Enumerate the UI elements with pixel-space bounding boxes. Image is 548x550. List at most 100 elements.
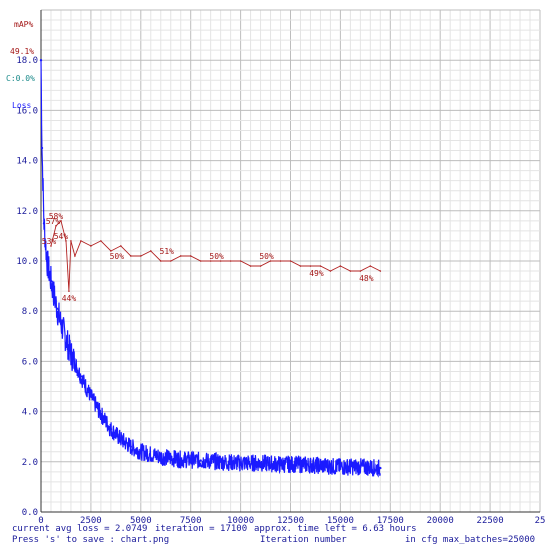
loss-point [49, 279, 53, 283]
save-hint: Press 's' to save : chart.png [12, 535, 170, 545]
map-point [309, 265, 312, 267]
y-tick-label: 14.0 [16, 157, 38, 167]
map-point [65, 240, 67, 242]
loss-series [39, 59, 382, 478]
loss-point [259, 461, 262, 465]
map-point-label: 53% [42, 237, 57, 246]
x-tick-label: 20000 [427, 516, 454, 526]
x-tick-label: 0 [38, 516, 43, 526]
map-point [120, 245, 122, 247]
loss-point [45, 259, 49, 263]
loss-point [89, 395, 93, 398]
y-tick-label: 12.0 [16, 207, 38, 217]
loss-point [99, 412, 103, 416]
map-point [279, 260, 282, 262]
map-point [199, 260, 202, 262]
loss-point [139, 450, 142, 453]
map-point [179, 255, 182, 257]
current-avg-loss: current avg loss = 2.0749 [12, 524, 148, 534]
y-tick-label: 4.0 [22, 408, 38, 418]
map-point [229, 260, 232, 262]
max-batches: in cfg max_batches=25000 [405, 535, 536, 545]
y-tick-label: 8.0 [22, 307, 38, 317]
map-point [130, 255, 132, 257]
y-tick-label: 6.0 [22, 357, 38, 367]
map-point [140, 255, 142, 257]
loss-point [40, 146, 44, 150]
legend: mAP% 49.1% C:0.0% Loss [6, 2, 35, 119]
x-tick-label: 7500 [180, 516, 202, 526]
map-point [239, 260, 242, 262]
loss-point [279, 463, 282, 466]
map-point-label: 44% [62, 294, 77, 303]
legend-map-value: 49.1% [10, 47, 35, 56]
loss-point [199, 459, 202, 462]
x-tick-label: 12500 [277, 516, 304, 526]
map-point [329, 270, 332, 272]
y-tick-label: 2.0 [22, 458, 38, 468]
map-point [149, 250, 152, 252]
loss-point [109, 427, 113, 431]
loss-point [79, 375, 83, 378]
map-point [369, 265, 372, 267]
x-axis-title: Iteration number [260, 535, 347, 545]
x-tick-label: 2500 [80, 516, 102, 526]
legend-class-label: C:0.0% [6, 74, 35, 83]
legend-loss-label: Loss [12, 101, 32, 110]
legend-map-label: mAP% [14, 20, 34, 29]
map-point [259, 265, 262, 267]
loss-point [159, 455, 162, 458]
map-point-label: 48% [359, 274, 374, 283]
map-point [269, 260, 272, 262]
map-point-label: 54% [54, 232, 69, 241]
x-tick-label: 15000 [327, 516, 354, 526]
loss-point [179, 458, 182, 461]
map-point [70, 240, 72, 242]
map-point [50, 245, 52, 247]
loss-point [55, 307, 59, 310]
map-point [339, 265, 342, 267]
map-point-label: 50% [259, 252, 274, 261]
map-point [169, 260, 172, 262]
map-series [50, 219, 382, 292]
loss-point [42, 222, 46, 225]
x-tick-label: 10000 [227, 516, 254, 526]
x-tick-label: 25 [535, 516, 546, 526]
y-tick-label: 10.0 [16, 257, 38, 267]
y-tick-label: 0.0 [22, 508, 38, 518]
map-line [50, 219, 381, 292]
map-point-label: 50% [209, 252, 224, 261]
loss-point [339, 465, 342, 469]
loss-point [239, 461, 242, 465]
loss-point [299, 463, 302, 466]
map-point-label: 50% [110, 252, 125, 261]
map-point [100, 240, 102, 242]
map-point [299, 265, 302, 267]
loss-point [219, 460, 222, 463]
map-point-label: 57% [46, 217, 61, 226]
x-axis-ticks: 0 2500 5000 7500 10000 12500 15000 17500 20000 22… [38, 516, 545, 526]
map-point [80, 240, 82, 242]
loss-noisy-line [40, 60, 381, 478]
y-tick-label: 18.0 [16, 56, 38, 66]
map-point [68, 290, 70, 292]
map-point-label: 51% [160, 247, 175, 256]
map-point [219, 260, 222, 262]
loss-point [129, 445, 133, 448]
loss-point [39, 59, 43, 62]
loss-point [379, 466, 382, 470]
map-point [74, 255, 76, 257]
map-point [289, 260, 292, 262]
map-point [349, 270, 352, 272]
x-tick-label: 5000 [130, 516, 152, 526]
map-point [60, 220, 62, 222]
map-point [379, 270, 382, 272]
loss-point [59, 322, 63, 325]
loss-point [119, 438, 123, 441]
map-point [159, 260, 162, 262]
loss-point [319, 464, 322, 467]
x-tick-label: 17500 [377, 516, 404, 526]
map-point [110, 250, 112, 252]
loss-point [69, 352, 73, 356]
